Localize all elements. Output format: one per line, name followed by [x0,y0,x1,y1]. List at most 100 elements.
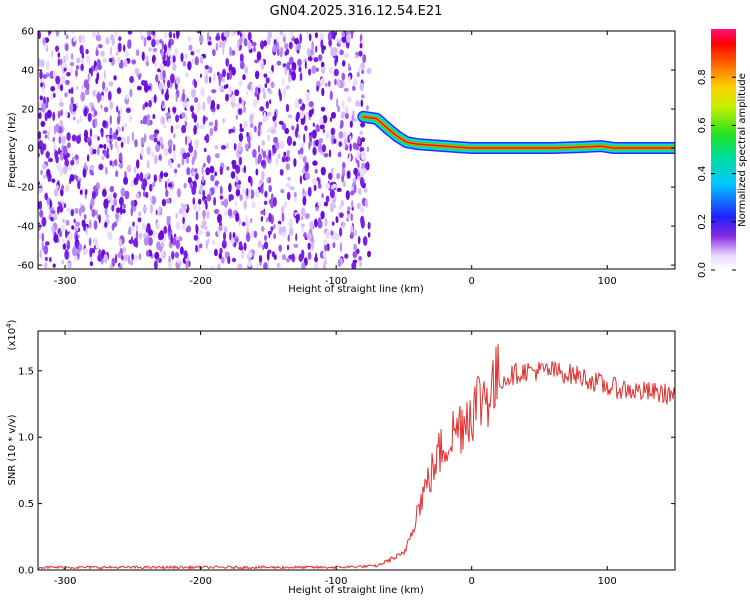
noise-blob [263,73,268,78]
noise-blob [75,65,80,70]
noise-blob [265,77,270,84]
noise-blob [85,188,88,196]
noise-blob [138,253,142,261]
noise-blob [151,195,157,205]
noise-blob [299,175,303,185]
noise-blob [289,186,295,191]
snr-ytick-label: 1.5 [18,366,34,377]
noise-blob [45,151,50,159]
noise-blob [289,226,294,237]
noise-blob [214,171,217,177]
noise-blob [366,146,370,153]
noise-blob [216,103,220,110]
noise-blob [113,75,117,81]
noise-blob [75,69,78,78]
noise-blob [62,243,67,251]
noise-blob [321,193,324,199]
noise-blob [80,91,86,102]
noise-blob [94,117,98,128]
noise-blob [80,58,85,66]
noise-blob [46,96,49,104]
noise-blob [191,88,196,98]
colorbar-tick-label: 0.8 [697,69,708,85]
noise-blob [88,237,92,247]
noise-blob [203,163,206,168]
noise-blob [81,187,85,194]
noise-blob [233,143,237,151]
noise-blob [201,175,205,184]
noise-blob [174,48,179,56]
snr-scale-exponent: 4 [5,323,13,328]
noise-blob [58,101,64,107]
noise-blob [241,99,245,106]
noise-blob [258,254,263,263]
noise-blob [141,223,147,230]
noise-blob [214,180,220,185]
noise-blob [353,117,358,123]
noise-blob [81,33,86,44]
noise-blob [226,72,230,81]
noise-blob [185,227,191,233]
noise-blob [168,261,172,269]
noise-blob [111,186,114,191]
noise-blob [355,151,361,161]
noise-blob [224,209,228,217]
noise-blob [140,137,145,146]
noise-blob [353,243,357,251]
noise-blob [135,192,140,199]
noise-blob [119,238,123,248]
noise-blob [57,58,60,67]
noise-blob [312,122,315,128]
noise-blob [335,216,338,222]
noise-blob [294,102,300,109]
snr-scale-prefix: (x10 [7,328,18,351]
noise-blob [292,140,296,147]
noise-blob [231,50,236,56]
noise-blob [182,217,185,224]
noise-blob [56,184,59,190]
noise-blob [79,189,83,195]
noise-blob [230,239,235,244]
noise-blob [351,262,357,269]
snr-frame [37,330,676,571]
noise-blob [243,242,247,251]
noise-blob [62,165,68,175]
noise-blob [278,88,281,97]
noise-blob [42,85,45,95]
noise-blob [257,158,261,165]
noise-blob [85,48,89,55]
noise-blob [39,249,43,260]
noise-blob [362,54,367,64]
noise-blob [139,172,144,182]
noise-blob [256,262,259,269]
noise-blob [66,71,71,77]
noise-blob [95,34,101,42]
noise-blob [297,133,301,139]
noise-blob [45,241,50,246]
noise-blob [220,256,225,264]
noise-blob [160,241,165,248]
noise-blob [332,183,337,189]
noise-blob [173,151,176,161]
noise-blob [146,35,152,41]
noise-blob [309,221,314,230]
noise-blob [185,135,188,146]
noise-blob [247,134,251,143]
noise-blob [45,256,48,262]
noise-blob [363,187,368,193]
noise-blob [339,212,344,218]
noise-blob [324,217,328,227]
noise-blob [305,91,310,102]
noise-blob [311,40,314,51]
noise-blob [133,177,139,186]
noise-blob [334,78,337,86]
noise-blob [338,131,344,139]
noise-blob [182,222,185,230]
noise-blob [303,133,306,144]
noise-blob [265,100,269,109]
noise-blob [100,104,103,109]
noise-blob [47,131,50,141]
noise-blob [299,33,303,44]
noise-blob [257,123,261,131]
noise-blob [60,225,65,233]
